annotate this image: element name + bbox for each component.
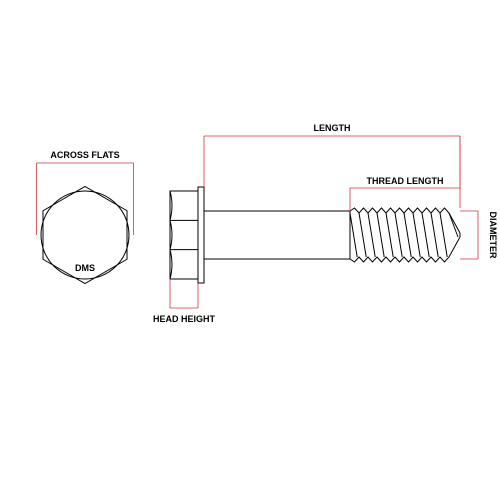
flange xyxy=(198,187,204,283)
label-length: LENGTH xyxy=(314,123,351,133)
thread-bot xyxy=(350,237,460,262)
label-diameter: DIAMETER xyxy=(488,212,498,260)
label-dms: DMS xyxy=(75,263,95,273)
label-thread-length: THREAD LENGTH xyxy=(367,176,444,186)
head-side xyxy=(170,191,198,279)
label-across-flats: ACROSS FLATS xyxy=(50,150,119,160)
label-head-height: HEAD HEIGHT xyxy=(153,314,216,324)
bolt-diagram: ACROSS FLATS DMS LENGTH THREAD LENGTH HEAD H… xyxy=(0,0,500,500)
